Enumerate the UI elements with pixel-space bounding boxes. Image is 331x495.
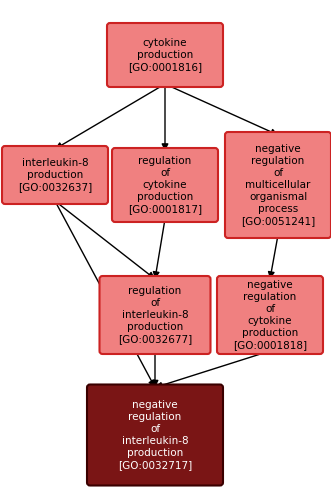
FancyBboxPatch shape xyxy=(107,23,223,87)
FancyBboxPatch shape xyxy=(100,276,211,354)
Text: regulation
of
interleukin-8
production
[GO:0032677]: regulation of interleukin-8 production [… xyxy=(118,286,192,344)
Text: cytokine
production
[GO:0001816]: cytokine production [GO:0001816] xyxy=(128,38,202,72)
FancyBboxPatch shape xyxy=(87,385,223,486)
Text: negative
regulation
of
interleukin-8
production
[GO:0032717]: negative regulation of interleukin-8 pro… xyxy=(118,400,192,470)
FancyBboxPatch shape xyxy=(225,132,331,238)
FancyBboxPatch shape xyxy=(217,276,323,354)
Text: interleukin-8
production
[GO:0032637]: interleukin-8 production [GO:0032637] xyxy=(18,158,92,192)
Text: regulation
of
cytokine
production
[GO:0001817]: regulation of cytokine production [GO:00… xyxy=(128,156,202,214)
FancyBboxPatch shape xyxy=(2,146,108,204)
Text: negative
regulation
of
multicellular
organismal
process
[GO:0051241]: negative regulation of multicellular org… xyxy=(241,144,315,226)
Text: negative
regulation
of
cytokine
production
[GO:0001818]: negative regulation of cytokine producti… xyxy=(233,280,307,350)
FancyBboxPatch shape xyxy=(112,148,218,222)
